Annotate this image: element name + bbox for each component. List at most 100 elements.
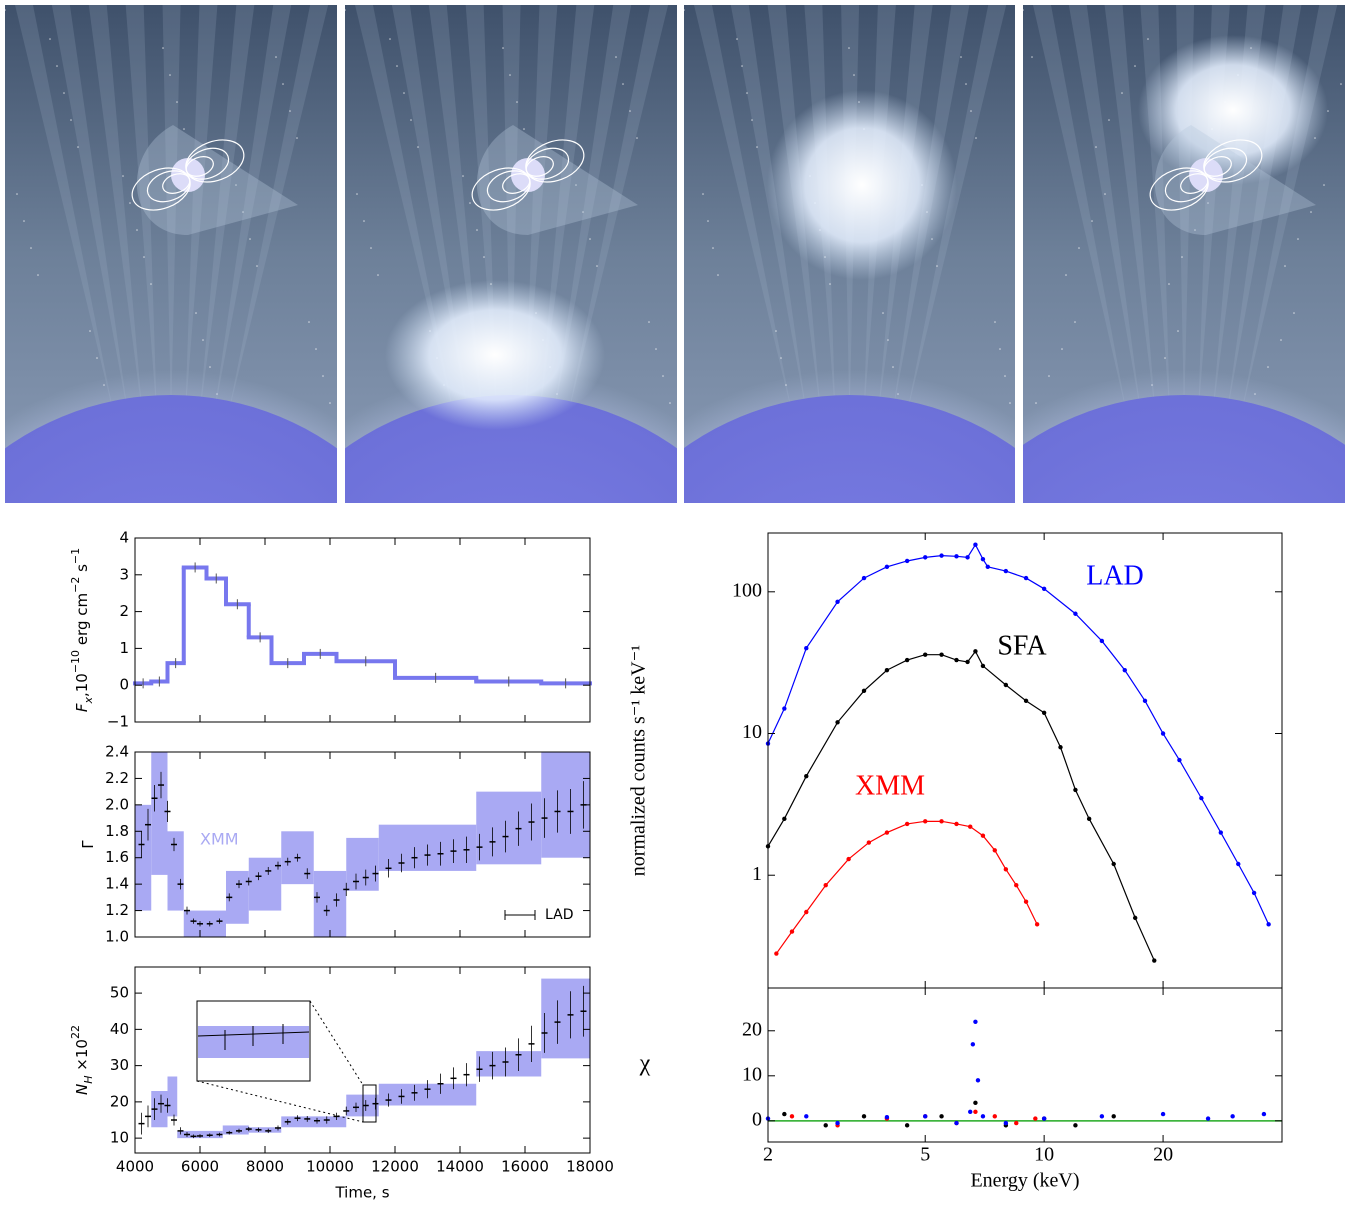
star-dot <box>16 193 18 195</box>
data-point <box>954 821 959 827</box>
data-point <box>968 824 973 829</box>
data-point <box>923 819 928 824</box>
y-tick-label: 1.2 <box>105 901 129 919</box>
data-point <box>904 821 910 827</box>
y-tick-label: 100 <box>732 579 762 601</box>
x-axis-label: Energy (keV) <box>970 1170 1079 1192</box>
label-part: x <box>82 697 95 705</box>
streak <box>905 5 1007 420</box>
star-dot <box>256 265 258 267</box>
label-part: erg cm <box>73 593 91 650</box>
star-dot <box>629 110 631 112</box>
y-tick-label: 1 <box>119 639 129 657</box>
plot-panel: XMM LAD 1.0 1.2 1.4 1.6 1.8 2.0 2.2 2.4 Γ <box>79 743 591 946</box>
streak <box>567 5 669 420</box>
data-point <box>884 1115 890 1120</box>
xmm-band <box>541 978 590 1059</box>
star-dot <box>329 402 331 404</box>
illustration-panel <box>1023 5 1345 503</box>
data-point <box>1251 890 1257 896</box>
data-point <box>939 553 944 558</box>
data-point <box>965 659 970 665</box>
star-dot <box>129 202 131 204</box>
y-tick-label: 1.8 <box>105 822 129 840</box>
data-point <box>884 830 890 835</box>
star-dot <box>289 110 291 112</box>
y-tick-label: 4 <box>119 529 129 547</box>
data-point <box>980 663 986 669</box>
star-dot <box>1147 38 1149 40</box>
star-dot <box>975 137 977 139</box>
star-dot <box>775 330 777 332</box>
star-dot <box>516 101 518 103</box>
data-point <box>789 1114 795 1119</box>
star-dot <box>1134 65 1136 67</box>
star-dot <box>396 65 398 67</box>
star-dot <box>1323 184 1325 186</box>
data-point <box>782 1111 787 1117</box>
data-point <box>1003 682 1009 688</box>
flare <box>767 90 957 280</box>
data-point <box>1261 1111 1267 1117</box>
label-part: −1 <box>69 548 82 564</box>
streak <box>125 5 157 420</box>
data-point <box>1014 883 1019 888</box>
xmm-band <box>226 870 249 924</box>
data-point <box>1033 1116 1038 1121</box>
data-point <box>904 1123 910 1128</box>
data-point <box>1073 787 1078 793</box>
x-tick-label: 6000 <box>181 1158 219 1176</box>
label-part: F <box>73 703 91 712</box>
data-point <box>1152 958 1157 963</box>
label-part: ×10 <box>73 1039 91 1075</box>
data-point <box>923 1114 928 1119</box>
streak <box>88 5 143 420</box>
axes-frame <box>134 966 591 1154</box>
x-tick-label: 12000 <box>371 1158 419 1176</box>
star-dot <box>853 74 855 76</box>
star-dot <box>56 65 58 67</box>
label-part: 22 <box>69 1025 82 1039</box>
streak <box>1140 5 1170 420</box>
data-point <box>1160 731 1166 736</box>
data-point <box>1041 710 1047 716</box>
x-tick-label: 5 <box>920 1144 930 1166</box>
zoom-connector <box>309 1000 364 1086</box>
y-tick-label: 1.0 <box>105 928 129 946</box>
star-dot <box>1065 274 1067 276</box>
y-tick-label: 40 <box>110 1020 129 1038</box>
star-dot <box>741 65 743 67</box>
xmm-band <box>167 1076 178 1117</box>
streak <box>162 5 181 420</box>
data-point <box>954 554 959 559</box>
star-dot <box>96 357 98 359</box>
star-dot <box>965 83 967 85</box>
star-dot <box>622 83 624 85</box>
star-dot <box>235 184 237 186</box>
data-point <box>884 667 890 673</box>
y-tick-label: 2 <box>119 602 129 620</box>
data-point <box>789 929 795 934</box>
x-axis-label: Time, s <box>334 1184 389 1202</box>
data-point <box>980 556 986 562</box>
x-tick-label: 16000 <box>501 1158 549 1176</box>
data-point <box>939 652 944 657</box>
star-dot <box>1009 402 1011 404</box>
data-point <box>923 652 928 657</box>
data-point <box>1132 915 1138 921</box>
data-point <box>835 720 840 725</box>
star-dot <box>736 38 738 40</box>
data-point <box>923 555 928 560</box>
field-line <box>131 167 191 211</box>
streak <box>227 5 329 420</box>
zoom-region <box>362 1084 377 1123</box>
star-dot <box>1310 211 1312 213</box>
star-dot <box>89 330 91 332</box>
star-dot <box>1108 119 1110 121</box>
star-dot <box>469 202 471 204</box>
series-annotation: XMM <box>855 770 925 801</box>
data-point <box>1122 667 1127 673</box>
data-point <box>804 909 809 915</box>
star-dot <box>242 211 244 213</box>
